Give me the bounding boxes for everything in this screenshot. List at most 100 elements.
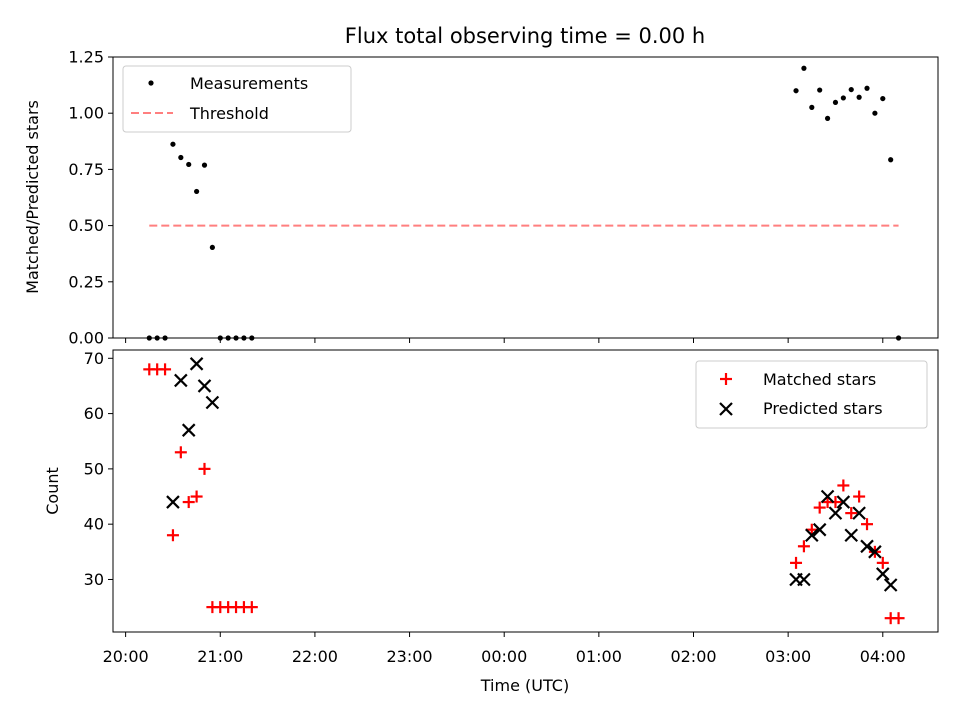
measurement-point [170, 141, 176, 147]
measurement-point [856, 94, 862, 100]
xtick-label: 23:00 [387, 647, 433, 666]
measurement-point [201, 162, 208, 168]
top-ytick-label: 0.75 [68, 160, 104, 179]
bottom-ytick-label: 70 [84, 349, 104, 368]
legend-measurements-marker [148, 80, 154, 86]
measurement-point [888, 157, 894, 163]
predicted-star-point [812, 522, 827, 537]
matched-star-point [853, 490, 866, 503]
predicted-star-point [805, 528, 819, 543]
predicted-star-point [828, 506, 843, 520]
bottom-ytick-label: 60 [84, 404, 104, 423]
top-legend-box [122, 65, 352, 133]
measurement-point [194, 188, 200, 195]
matched-star-point [182, 496, 195, 509]
bottom-legend-box [695, 360, 928, 429]
xtick-label: 21:00 [197, 647, 243, 666]
matched-star-point [845, 507, 858, 520]
xtick-label: 01:00 [576, 647, 622, 666]
matched-star-point [159, 363, 172, 376]
predicted-star-point [174, 373, 188, 388]
measurement-point [809, 104, 815, 110]
matched-star-point [174, 446, 187, 459]
predicted-star-point [189, 357, 204, 371]
predicted-star-point [860, 539, 874, 554]
matched-star-point [166, 529, 179, 542]
top-ytick-label: 1.00 [68, 104, 104, 123]
predicted-star-point [181, 423, 196, 437]
matched-star-point [829, 496, 842, 509]
xtick-label: 22:00 [292, 647, 338, 666]
matched-star-point [892, 612, 905, 625]
measurement-point [832, 99, 839, 106]
top-ytick-label: 0.50 [68, 216, 104, 235]
measurement-point [793, 88, 799, 94]
xtick-label: 03:00 [765, 647, 811, 666]
predicted-star-point [883, 578, 898, 592]
matched-star-point [813, 501, 826, 514]
matched-star-point [190, 490, 203, 503]
bottom-legend: Matched stars Predicted stars [695, 360, 928, 429]
measurement-point [801, 65, 807, 71]
matched-star-point [198, 462, 211, 475]
chart-title: Flux total observing time = 0.00 h [345, 24, 705, 48]
measurement-point [209, 244, 215, 251]
measurement-point [186, 161, 192, 168]
predicted-star-point [852, 506, 866, 520]
measurement-point [880, 95, 886, 102]
legend-matched-marker [720, 373, 732, 385]
predicted-star-point [876, 567, 890, 581]
predicted-star-point [205, 395, 220, 410]
legend-predicted-marker [719, 402, 733, 416]
legend-threshold-label: Threshold [189, 104, 269, 123]
predicted-star-point [797, 572, 811, 587]
measurement-point [872, 110, 878, 116]
bottom-ytick-label: 50 [84, 459, 104, 478]
bottom-ytick-label: 30 [84, 570, 104, 589]
top-panel: 0.00 0.25 0.50 0.75 1.00 1.25 Matched/Predict… [23, 48, 939, 348]
measurement-point [848, 86, 854, 93]
top-y-ticks: 0.00 0.25 0.50 0.75 1.00 1.25 [68, 48, 113, 348]
xtick-label: 00:00 [481, 647, 527, 666]
bottom-plot-marks [143, 357, 905, 625]
legend-predicted-label: Predicted stars [763, 399, 883, 418]
predicted-star-point [166, 495, 180, 509]
bottom-ytick-label: 40 [84, 515, 104, 534]
measurement-point [817, 87, 823, 93]
measurement-point [840, 95, 846, 101]
bottom-y-ticks: 30 40 50 60 70 [84, 349, 113, 589]
matched-star-point [837, 479, 850, 492]
matched-star-point [790, 556, 803, 569]
top-plot-marks [146, 65, 902, 341]
top-y-axis-label: Matched/Predicted stars [23, 100, 42, 294]
matched-star-point [797, 540, 810, 553]
xtick-label: 02:00 [670, 647, 716, 666]
measurement-point [824, 115, 831, 121]
bottom-axes-frame [112, 349, 939, 633]
bottom-panel: 30 40 50 60 70 20:00 21:00 22:00 23:00 00:00 01:0… [43, 349, 939, 695]
top-ytick-label: 1.25 [68, 48, 104, 67]
top-x-ticks [125, 338, 884, 343]
predicted-star-point [820, 489, 835, 504]
xtick-label: 20:00 [103, 647, 149, 666]
legend-matched-label: Matched stars [763, 370, 876, 389]
measurement-point [178, 154, 184, 161]
top-ytick-label: 0.25 [68, 272, 104, 291]
x-axis-label: Time (UTC) [480, 676, 569, 695]
top-axes-frame [112, 56, 939, 339]
matched-star-point [245, 601, 258, 614]
top-legend: Measurements Threshold [122, 65, 352, 133]
legend-measurements-label: Measurements [190, 74, 308, 93]
predicted-star-point [197, 379, 212, 393]
matched-star-point [876, 556, 889, 569]
measurement-point [864, 85, 870, 91]
predicted-star-point [844, 528, 859, 543]
matched-star-point [861, 518, 874, 531]
top-ytick-label: 0.00 [68, 329, 104, 348]
predicted-star-point [836, 495, 851, 509]
bottom-x-ticks: 20:00 21:00 22:00 23:00 00:00 01:00 02:00 03:00… [103, 632, 906, 666]
bottom-y-axis-label: Count [43, 467, 62, 515]
xtick-label: 04:00 [860, 647, 906, 666]
predicted-star-point [868, 545, 882, 559]
